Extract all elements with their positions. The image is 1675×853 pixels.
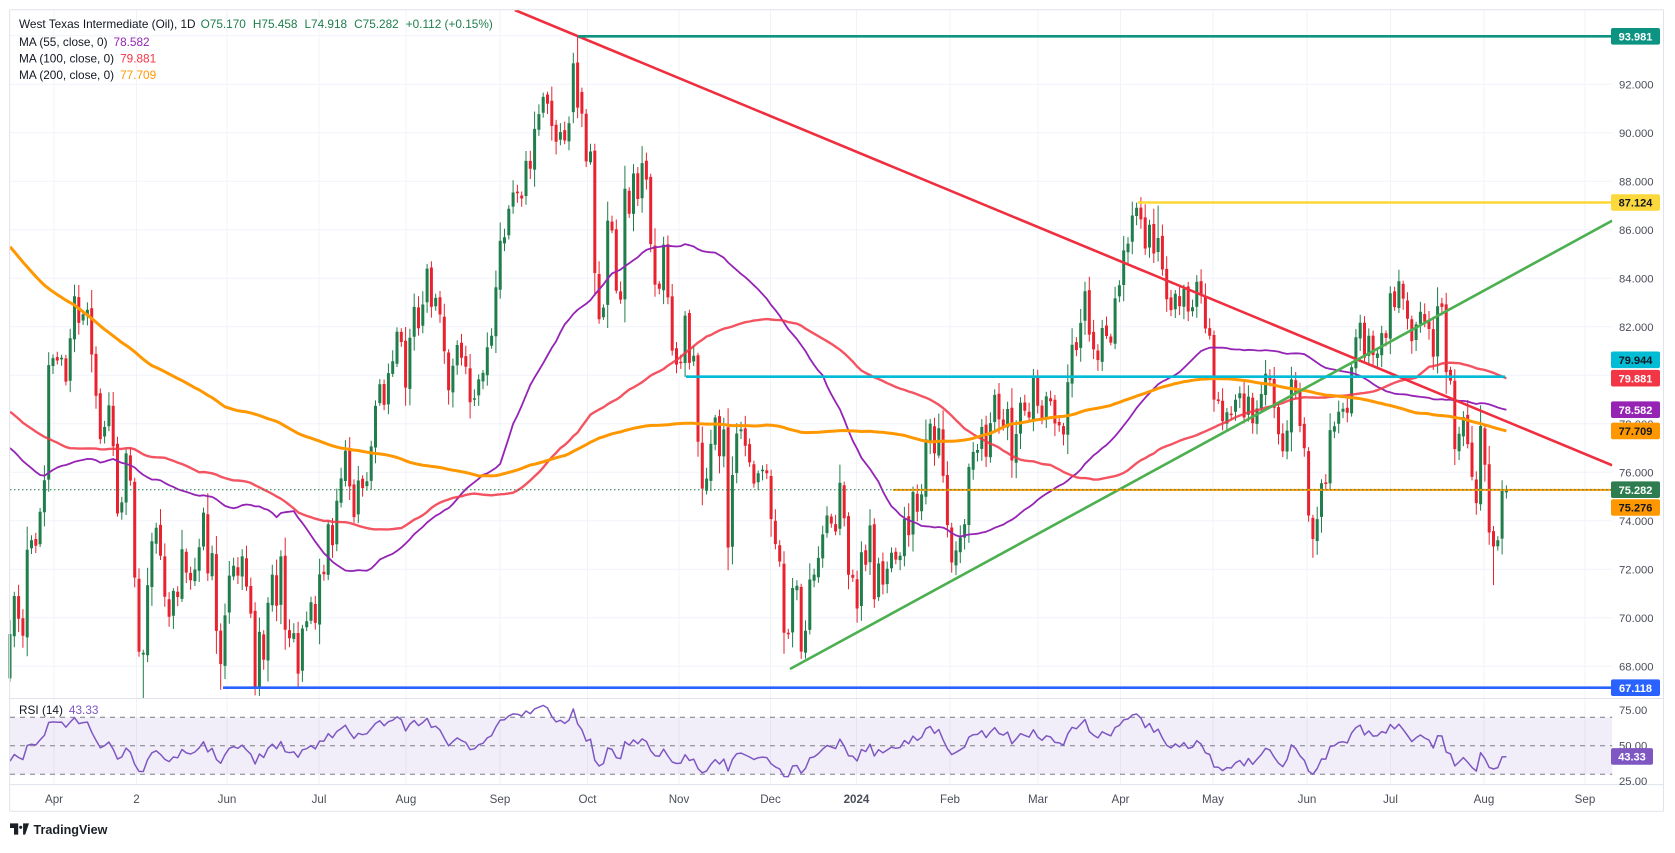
svg-text:72.000: 72.000: [1619, 564, 1654, 576]
svg-text:Jun: Jun: [1298, 793, 1317, 806]
svg-text:68.000: 68.000: [1619, 661, 1654, 673]
svg-text:Jul: Jul: [1383, 793, 1398, 806]
svg-text:TradingView: TradingView: [34, 823, 108, 837]
svg-text:25.00: 25.00: [1619, 776, 1647, 788]
svg-text:43.33: 43.33: [1618, 752, 1646, 764]
svg-text:May: May: [1202, 793, 1224, 806]
svg-text:77.709: 77.709: [1619, 426, 1653, 438]
svg-text:Aug: Aug: [396, 793, 417, 806]
svg-text:Jul: Jul: [312, 793, 327, 806]
svg-text:Sep: Sep: [1575, 793, 1596, 806]
svg-text:Apr: Apr: [45, 793, 63, 806]
svg-text:75.282: 75.282: [1619, 485, 1653, 497]
svg-text:Oct: Oct: [578, 793, 597, 806]
svg-text:87.124: 87.124: [1619, 198, 1654, 210]
svg-text:Nov: Nov: [669, 793, 690, 806]
svg-text:88.000: 88.000: [1619, 176, 1654, 188]
svg-text:West Texas Intermediate (Oil),: West Texas Intermediate (Oil), 1D O75.170…: [19, 17, 493, 31]
svg-text:MA (55, close, 0)78.582: MA (55, close, 0) 78.582: [19, 35, 150, 49]
svg-text:2024: 2024: [844, 793, 870, 806]
svg-text:Jun: Jun: [218, 793, 237, 806]
svg-text:92.000: 92.000: [1619, 79, 1654, 91]
svg-text:74.000: 74.000: [1619, 516, 1654, 528]
svg-text:Aug: Aug: [1474, 793, 1495, 806]
svg-text:79.944: 79.944: [1619, 355, 1654, 367]
svg-text:RSI (14)43.33: RSI (14) 43.33: [19, 703, 99, 717]
svg-text:Mar: Mar: [1028, 793, 1048, 806]
svg-text:2: 2: [133, 793, 139, 806]
svg-text:67.118: 67.118: [1619, 683, 1652, 695]
svg-text:Apr: Apr: [1111, 793, 1129, 806]
svg-text:93.981: 93.981: [1619, 32, 1653, 44]
svg-text:Feb: Feb: [940, 793, 960, 806]
svg-text:Sep: Sep: [490, 793, 511, 806]
svg-text:84.000: 84.000: [1619, 273, 1654, 285]
svg-text:82.000: 82.000: [1619, 322, 1654, 334]
svg-text:86.000: 86.000: [1619, 225, 1654, 237]
svg-text:79.881: 79.881: [1619, 373, 1653, 385]
svg-text:78.582: 78.582: [1619, 405, 1653, 417]
svg-text:76.000: 76.000: [1619, 467, 1654, 479]
svg-text:70.000: 70.000: [1619, 613, 1654, 625]
svg-text:MA (200, close, 0)77.709: MA (200, close, 0) 77.709: [19, 68, 156, 82]
svg-text:90.000: 90.000: [1619, 128, 1654, 140]
svg-text:75.276: 75.276: [1619, 503, 1653, 515]
svg-text:MA (100, close, 0)79.881: MA (100, close, 0) 79.881: [19, 52, 156, 66]
svg-text:Dec: Dec: [760, 793, 781, 806]
svg-text:75.00: 75.00: [1619, 705, 1647, 717]
